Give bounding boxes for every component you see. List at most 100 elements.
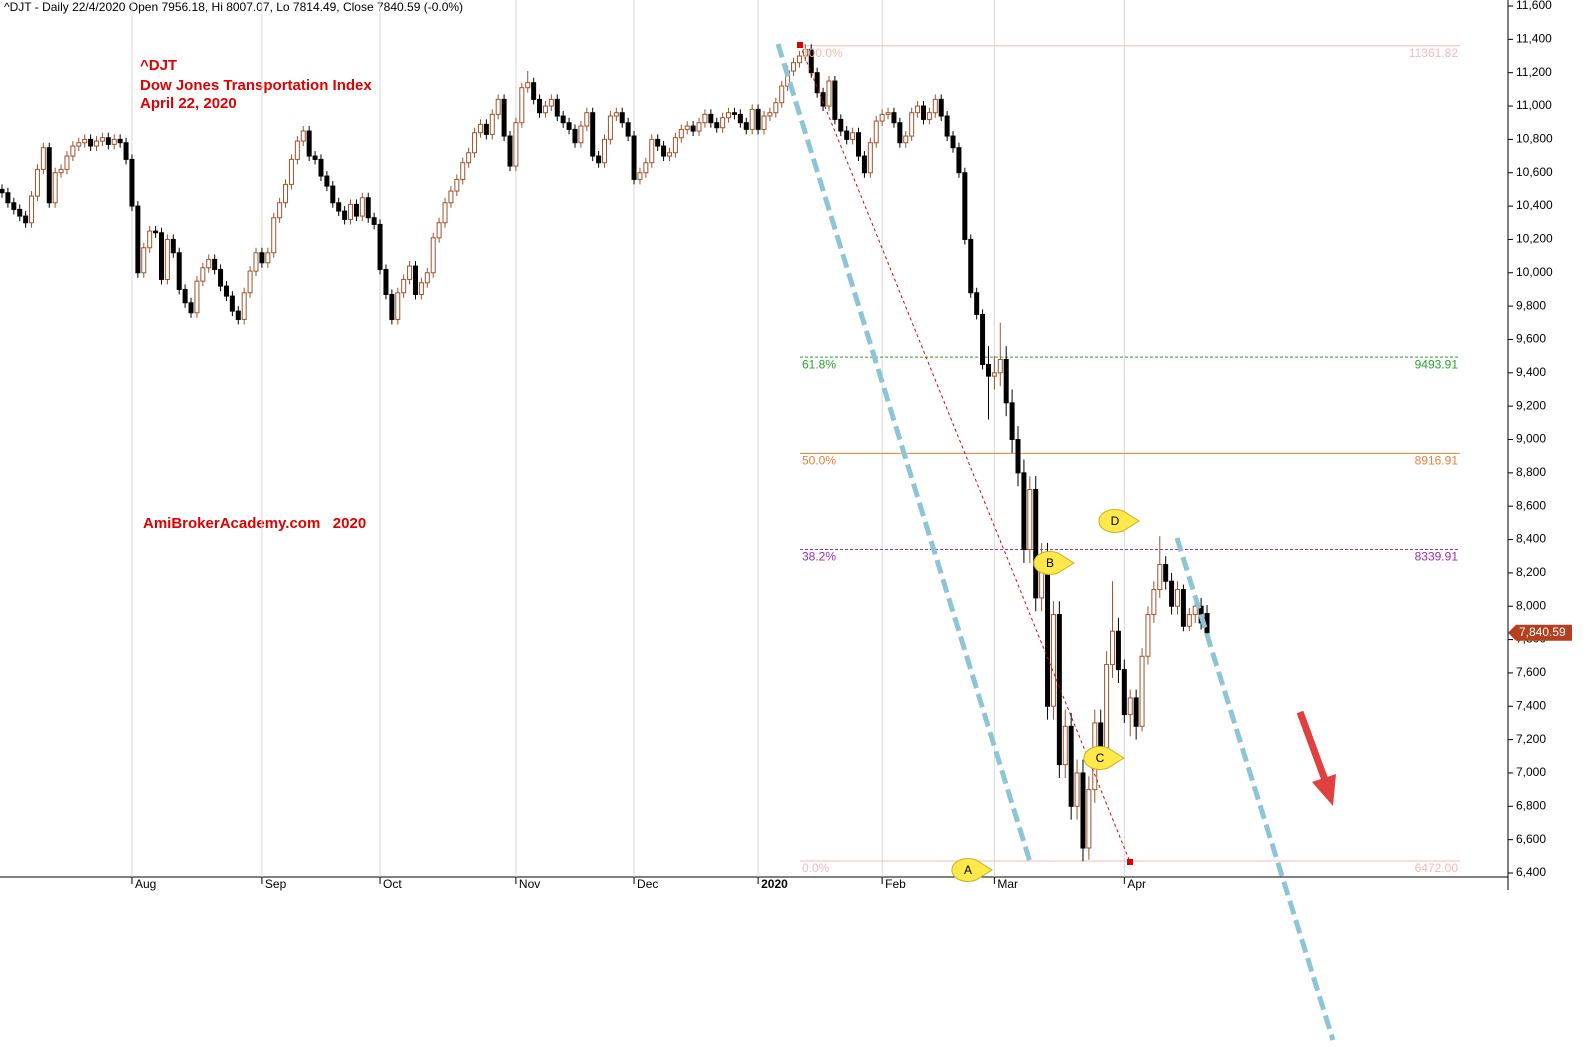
y-tick-label: 11,600 [1516,0,1552,12]
chart-header: ^DJT - Daily 22/4/2020 Open 7956.18, Hi … [4,0,463,14]
candle-body [879,113,885,122]
candle-body [932,98,938,114]
candle-body [442,202,448,224]
trend-line [1174,537,1336,1041]
y-tick-label: 9,000 [1516,432,1546,446]
candle-body [814,72,820,94]
candle-body [64,155,70,170]
candle-body [926,112,932,120]
candle-body [655,138,661,147]
candle-body [1151,589,1157,616]
candle-body [235,310,241,320]
candle-body [678,128,684,139]
candle-body [23,215,29,224]
candle-body [513,122,519,167]
candle-body [761,115,767,130]
candle-body [903,135,909,144]
y-tick-label: 10,800 [1516,132,1553,146]
candle-body [584,112,590,127]
candle-body [867,142,873,174]
candle-body [985,363,991,377]
candle-body [666,152,672,157]
candle-body [897,122,903,144]
candle-body [117,138,123,144]
candle-body [980,313,986,365]
callout-label: D [1111,514,1120,528]
y-tick-label: 10,200 [1516,232,1553,246]
candle-body [950,135,956,149]
candle-body [1104,664,1110,752]
y-tick-label: 6,600 [1516,832,1546,846]
candle-body [885,112,891,115]
candle-body [1163,564,1169,582]
y-tick-label: 8,800 [1516,465,1546,479]
fib-percent: 38.2% [802,550,836,564]
candle-body [997,358,1003,374]
candle-body [129,158,135,207]
candle-body [791,62,797,72]
x-tick-label: Aug [135,877,156,891]
candle-body [407,265,413,280]
candle-body [850,132,856,140]
candle-body [637,172,643,180]
candle-body [418,282,424,295]
annotation: ^DJT [140,57,177,74]
fib-value: 8916.91 [1415,454,1459,468]
y-tick-label: 10,600 [1516,165,1553,179]
candle-body [365,197,371,219]
candle-body [70,145,76,157]
candle-body [218,268,224,287]
annotation: Dow Jones Transportation Index [140,77,372,94]
candle-body [342,210,348,220]
y-tick-label: 9,600 [1516,332,1546,346]
candle-body [99,137,105,142]
y-tick-label: 11,200 [1516,65,1552,79]
candle-body [613,112,619,117]
y-tick-label: 7,000 [1516,765,1546,779]
candle-body [94,140,100,147]
arrow [1296,710,1329,782]
candle-body [991,372,997,377]
candle-body [288,158,294,185]
candle-body [147,230,153,249]
candle-body [223,285,229,297]
candle-body [265,252,271,264]
candle-body [844,130,850,140]
candle-body [779,85,785,104]
candle-body [731,112,737,115]
candle-body [714,122,720,129]
candle-body [454,178,460,192]
candle-layer [0,44,1210,862]
candle-body [537,98,543,114]
candle-body [76,142,82,147]
candle-body [1086,789,1092,849]
fib-percent: 100.0% [802,46,843,60]
x-tick-label: Mar [997,877,1018,891]
candle-body [1045,555,1051,707]
candle-body [649,138,655,164]
annotation: AmiBrokerAcademy.com 2020 [143,515,366,532]
candle-body [277,202,283,219]
x-tick-label: Apr [1127,877,1146,891]
candle-body [755,108,761,130]
candle-body [194,280,200,314]
candle-body [1009,402,1015,441]
callout-label: B [1046,556,1054,570]
candle-body [643,162,649,174]
candle-body [206,258,212,269]
candle-body [353,203,359,217]
callout-label: C [1096,751,1105,765]
candle-body [820,92,826,107]
candle-body [708,113,714,124]
candle-body [412,265,418,295]
candle-body [1033,489,1039,599]
candle-body [531,82,537,100]
candle-body [501,98,507,137]
candle-body [300,130,306,142]
y-tick-label: 11,000 [1516,98,1552,112]
candle-body [861,155,867,174]
y-tick-label: 8,400 [1516,532,1546,546]
callout-bubble [1098,509,1140,533]
candle-body [294,140,300,160]
